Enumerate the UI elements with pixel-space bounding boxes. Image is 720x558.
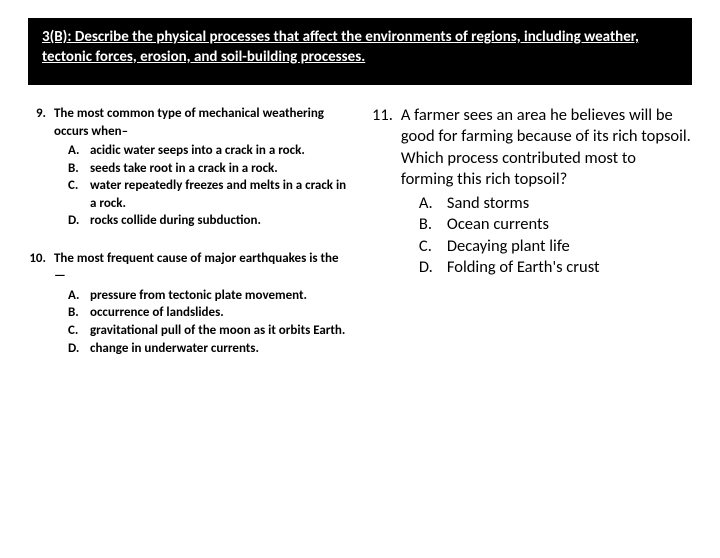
choice-text: gravitational pull of the moon as it orb… (90, 322, 348, 340)
question-number: 10. (28, 250, 54, 357)
choice-letter: D. (68, 340, 90, 358)
question-number: 9. (28, 105, 54, 230)
choice-text: pressure from tectonic plate movement. (90, 287, 348, 305)
question-9: 9. The most common type of mechanical we… (28, 105, 348, 230)
choice-text: acidic water seeps into a crack in a roc… (90, 142, 348, 160)
choice-a: A. acidic water seeps into a crack in a … (54, 142, 348, 160)
choice-d: D. Folding of Earth's crust (401, 257, 692, 278)
standard-text: 3(B): Describe the physical processes th… (42, 28, 678, 67)
choice-letter: A. (68, 142, 90, 160)
choice-letter: D. (68, 212, 90, 230)
question-body: The most common type of mechanical weath… (54, 105, 348, 230)
choice-letter: D. (419, 257, 447, 278)
choice-letter: C. (68, 177, 90, 212)
choice-text: change in underwater currents. (90, 340, 348, 358)
choice-text: seeds take root in a crack in a rock. (90, 160, 348, 178)
choice-d: D. change in underwater currents. (54, 340, 348, 358)
choice-c: C. water repeatedly freezes and melts in… (54, 177, 348, 212)
question-body: A farmer sees an area he believes will b… (401, 105, 692, 279)
choice-text: Sand storms (447, 193, 692, 214)
choice-letter: B. (68, 160, 90, 178)
choice-letter: A. (419, 193, 447, 214)
choice-letter: C. (419, 236, 447, 257)
choice-a: A. pressure from tectonic plate movement… (54, 287, 348, 305)
choice-letter: B. (68, 304, 90, 322)
choice-d: D. rocks collide during subduction. (54, 212, 348, 230)
choice-text: Decaying plant life (447, 236, 692, 257)
choice-b: B. Ocean currents (401, 214, 692, 235)
question-stem: The most frequent cause of major earthqu… (54, 250, 348, 285)
question-number: 11. (372, 105, 401, 279)
standard-header: 3(B): Describe the physical processes th… (28, 18, 692, 85)
question-11: 11. A farmer sees an area he believes wi… (372, 105, 692, 279)
choice-text: Folding of Earth's crust (447, 257, 692, 278)
choice-a: A. Sand storms (401, 193, 692, 214)
choice-b: B. seeds take root in a crack in a rock. (54, 160, 348, 178)
choice-c: C. Decaying plant life (401, 236, 692, 257)
choice-text: occurrence of landslides. (90, 304, 348, 322)
question-stem: A farmer sees an area he believes will b… (401, 105, 692, 191)
choice-letter: C. (68, 322, 90, 340)
right-column: 11. A farmer sees an area he believes wi… (372, 105, 692, 377)
choice-text: rocks collide during subduction. (90, 212, 348, 230)
question-10: 10. The most frequent cause of major ear… (28, 250, 348, 357)
choice-c: C. gravitational pull of the moon as it … (54, 322, 348, 340)
choice-letter: A. (68, 287, 90, 305)
choice-text: water repeatedly freezes and melts in a … (90, 177, 348, 212)
question-body: The most frequent cause of major earthqu… (54, 250, 348, 357)
choice-text: Ocean currents (447, 214, 692, 235)
choice-b: B. occurrence of landslides. (54, 304, 348, 322)
content-columns: 9. The most common type of mechanical we… (0, 85, 720, 377)
left-column: 9. The most common type of mechanical we… (28, 105, 348, 377)
choice-letter: B. (419, 214, 447, 235)
question-stem: The most common type of mechanical weath… (54, 105, 348, 140)
